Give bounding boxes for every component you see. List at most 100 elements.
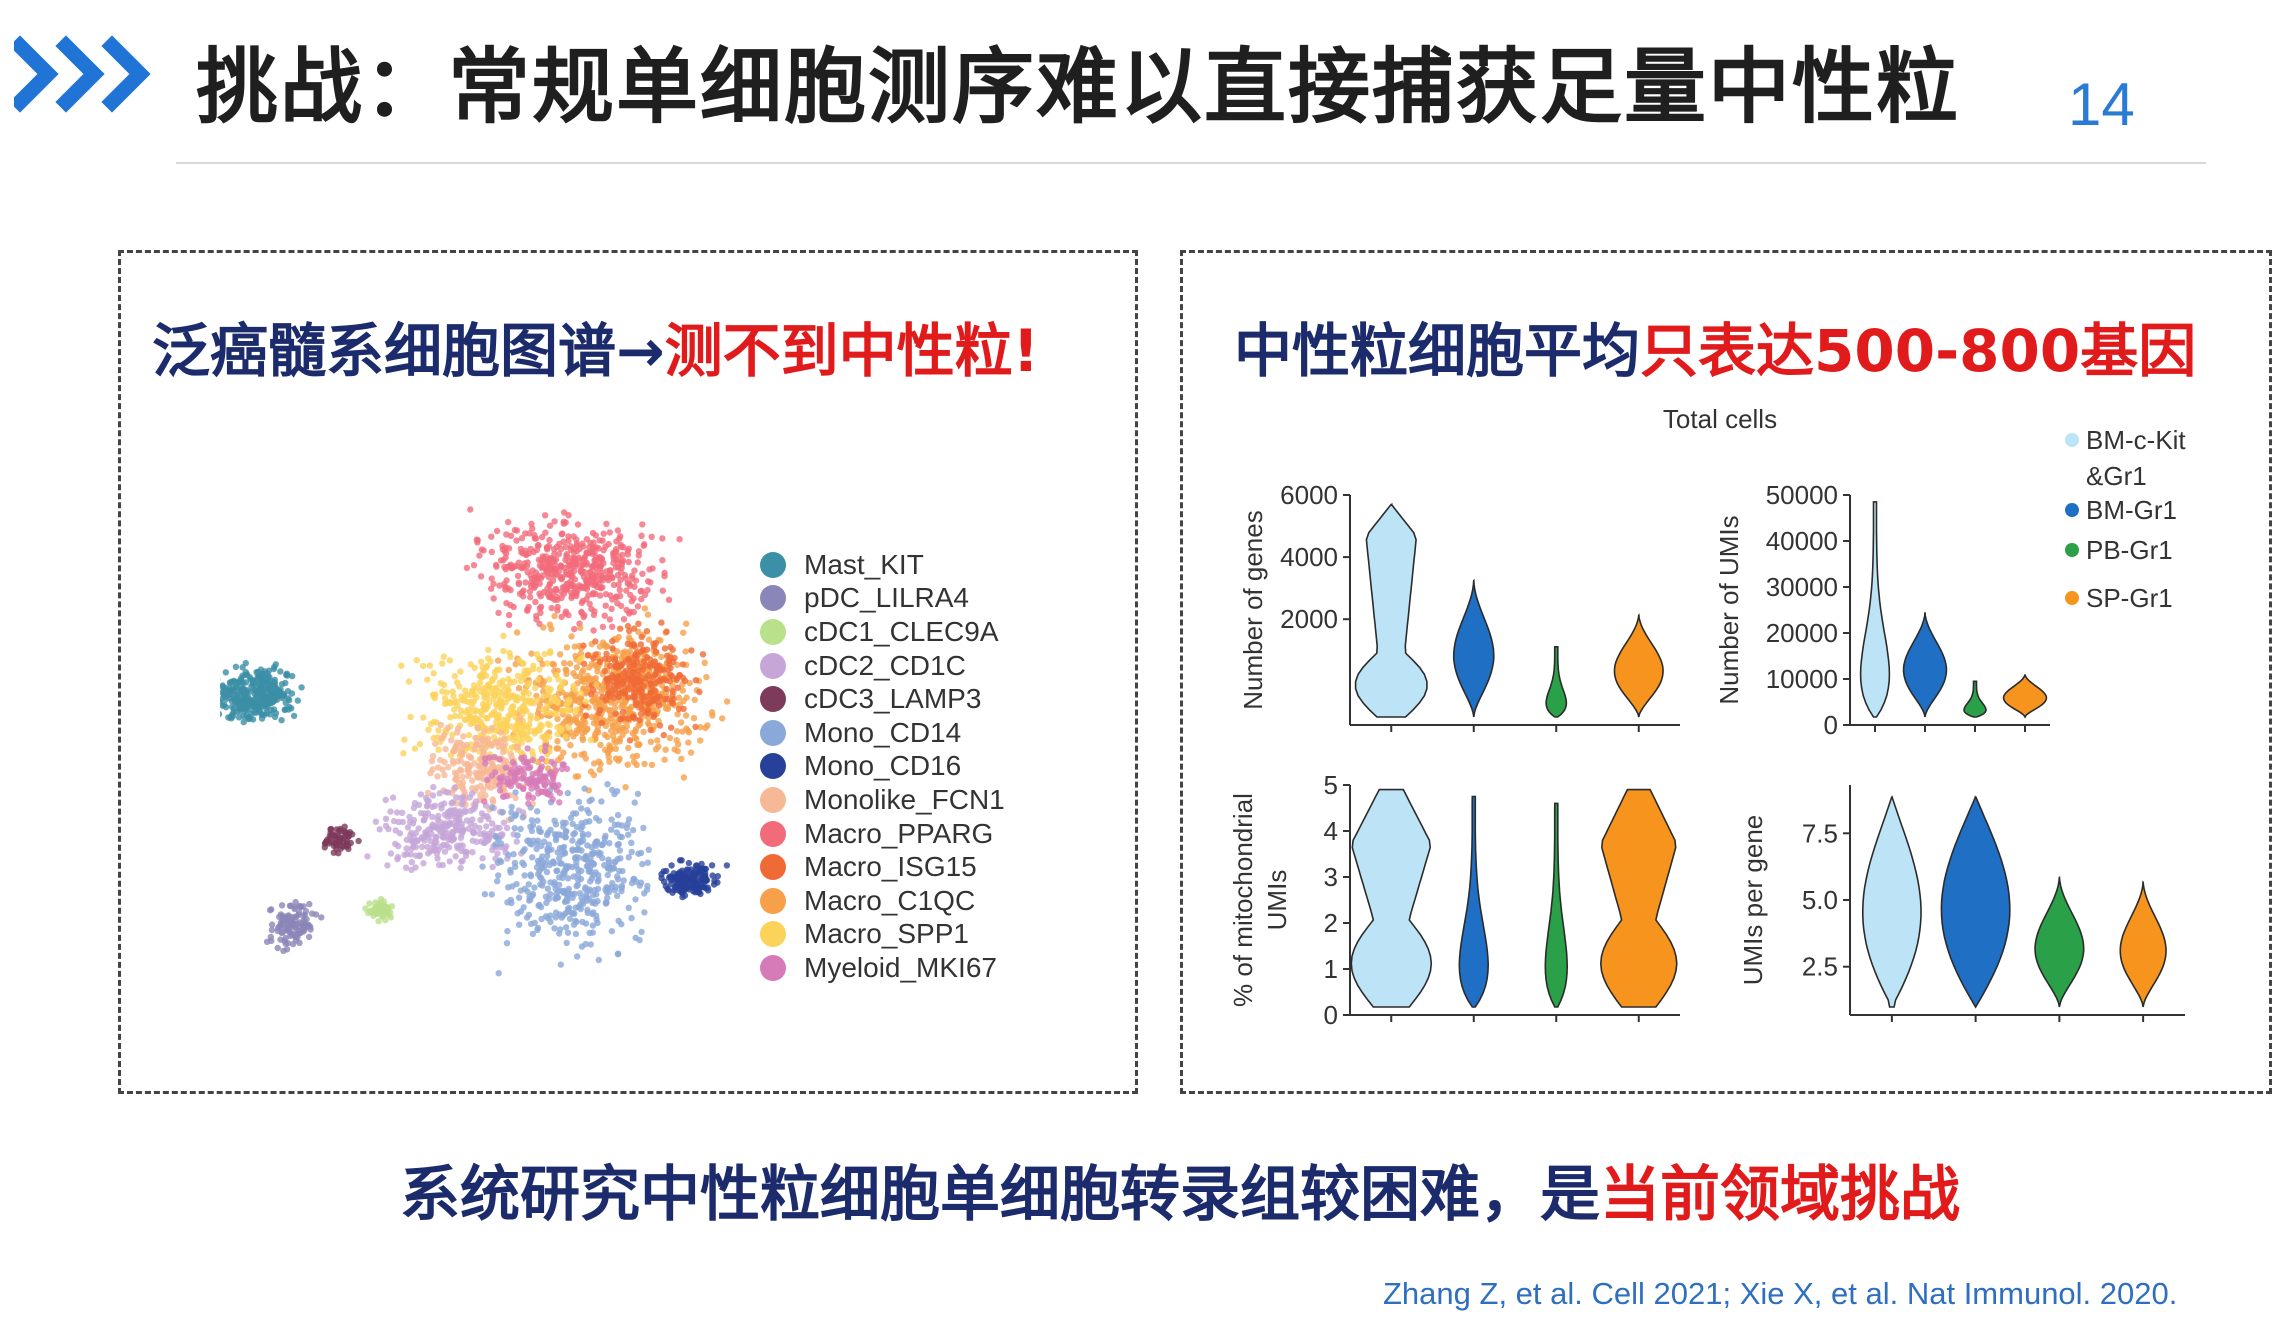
violin-shape [1613, 613, 1664, 718]
y-tick-label: 2.5 [1802, 952, 1838, 982]
umap-cluster-points [479, 776, 652, 977]
violin-shape [2002, 674, 2048, 719]
group-legend-swatch [2065, 543, 2079, 557]
y-tick-label: 10000 [1766, 664, 1838, 694]
violin-shape [1940, 795, 2011, 1009]
y-tick-label: 5.0 [1802, 885, 1838, 915]
legend-label: Mast_KIT [804, 548, 924, 580]
legend-item: Mast_KIT [760, 548, 1005, 582]
umap-cluster-points [364, 783, 527, 874]
y-axis-label: % of mitochondrial UMIs [1228, 793, 1292, 1007]
left-panel-heading: 泛癌髓系细胞图谱→测不到中性粒! [152, 304, 1039, 388]
legend-swatch [760, 954, 786, 981]
legend-swatch [760, 854, 786, 881]
legend-swatch [760, 786, 786, 813]
umap-cluster-points [321, 823, 362, 857]
y-tick-label: 2000 [1280, 604, 1338, 634]
group-legend-label: BM-Gr1 [2086, 495, 2177, 525]
group-legend-swatch [2065, 503, 2079, 517]
legend-item: Macro_PPARG [760, 817, 1005, 851]
group-legend-swatch [2065, 591, 2079, 605]
group-legend-label: PB-Gr1 [2086, 535, 2173, 565]
legend-swatch [760, 753, 786, 780]
legend-swatch [760, 719, 786, 746]
violin-shape [2119, 880, 2167, 1008]
umap-cluster-points [220, 659, 305, 726]
legend-swatch [760, 921, 786, 948]
violin-shape [1902, 612, 1948, 718]
legend-swatch [760, 585, 786, 612]
group-legend-swatch [2065, 433, 2079, 447]
y-tick-label: 50000 [1766, 480, 1838, 510]
y-tick-label: 0 [1824, 710, 1838, 740]
legend-swatch [760, 652, 786, 679]
celltype-legend: Mast_KIT pDC_LILRA4 cDC1_CLEC9A cDC2_CD1C cD… [760, 548, 1005, 985]
violin-plot-figure: Total cells BM-c-Kit &Gr1 BM-Gr1 PB-Gr1 SP-Gr… [1228, 404, 2186, 1030]
y-axis-label: Number of genes [1238, 510, 1268, 709]
y-axis-label: UMIs per gene [1738, 815, 1768, 986]
violin-shape [1545, 646, 1568, 718]
page-number: 14 [2068, 71, 2135, 138]
legend-item: Macro_C1QC [760, 884, 1005, 918]
legend-swatch [760, 686, 786, 713]
violin-panel: 50000 40000 30000 20000 10000 0 Number of UMIs [1714, 480, 2050, 740]
right-heading-plain: 中性粒细胞平均 [1234, 317, 1641, 385]
y-tick-label: 1 [1324, 954, 1338, 984]
y-tick-label: 3 [1324, 862, 1338, 892]
legend-swatch [760, 820, 786, 847]
violin-panel: 7.5 5.0 2.5 UMIs per gene [1738, 785, 2185, 1022]
umap-cluster-points [481, 742, 571, 807]
umap-cluster-points [398, 632, 600, 775]
slide-title: 挑战：常规单细胞测序难以直接捕获足量中性粒 [196, 40, 1961, 135]
violin-shape [1862, 795, 1922, 1008]
legend-item: Macro_SPP1 [760, 918, 1005, 952]
chevron-arrows-icon [14, 35, 151, 113]
y-tick-label: 0 [1324, 1000, 1338, 1030]
legend-label: Monolike_FCN1 [804, 783, 1005, 815]
legend-label: Myeloid_MKI67 [804, 951, 997, 983]
legend-swatch [760, 887, 786, 914]
violin-shape [1350, 788, 1433, 1008]
legend-label: cDC3_LAMP3 [804, 683, 982, 715]
violin-shape [1452, 579, 1495, 718]
group-legend-label: BM-c-Kit &Gr1 [2086, 425, 2186, 491]
legend-label: Macro_ISG15 [804, 851, 977, 883]
chevron-2 [55, 35, 105, 113]
legend-label: Mono_CD14 [804, 716, 962, 748]
y-tick-label: 7.5 [1802, 818, 1838, 848]
legend-item: cDC1_CLEC9A [760, 615, 1005, 649]
legend-item: Myeloid_MKI67 [760, 951, 1005, 985]
legend-label: Macro_PPARG [804, 817, 994, 849]
violin-shape [1859, 501, 1891, 718]
legend-label: Macro_C1QC [804, 884, 976, 916]
left-heading-plain: 泛癌髓系细胞图谱→ [152, 317, 665, 385]
violin-shape [2034, 876, 2085, 1008]
right-panel-heading: 中性粒细胞平均只表达500-800基因 [1234, 304, 2196, 388]
violin-shape [1354, 503, 1428, 718]
violin-shape [1963, 680, 1987, 718]
legend-item: Mono_CD14 [760, 716, 1005, 750]
summary-plain: 系统研究中性粒细胞单细胞转录组较困难，是 [400, 1160, 1600, 1230]
violin-panel: 6000 4000 2000 Number of genes [1238, 480, 1680, 732]
y-tick-label: 40000 [1766, 526, 1838, 556]
y-tick-label: 30000 [1766, 572, 1838, 602]
citation: Zhang Z, et al. Cell 2021; Xie X, et al.… [1383, 1276, 2178, 1311]
chevron-1 [14, 35, 59, 113]
umap-cluster-points [362, 896, 396, 925]
y-axis-label: Number of UMIs [1714, 515, 1744, 704]
group-legend-label: SP-Gr1 [2086, 583, 2173, 613]
summary-statement: 系统研究中性粒细胞单细胞转录组较困难，是当前领域挑战 [400, 1146, 1960, 1233]
y-tick-label: 20000 [1766, 618, 1838, 648]
violin-shape [1458, 795, 1490, 1008]
legend-item: Monolike_FCN1 [760, 783, 1005, 817]
legend-swatch [760, 618, 786, 645]
right-figure-panel [1180, 250, 2272, 1094]
left-figure-panel [118, 250, 1138, 1094]
y-tick-label: 4 [1324, 816, 1338, 846]
violin-panel: 5 4 3 2 1 0 % of mitochondrial UMIs [1228, 770, 1680, 1030]
myeloid-umap-plot [220, 506, 731, 977]
umap-cluster-points [463, 506, 683, 634]
y-tick-label: 5 [1324, 770, 1338, 800]
legend-item: pDC_LILRA4 [760, 582, 1005, 616]
right-heading-highlight: 只表达500-800基因 [1640, 317, 2197, 385]
